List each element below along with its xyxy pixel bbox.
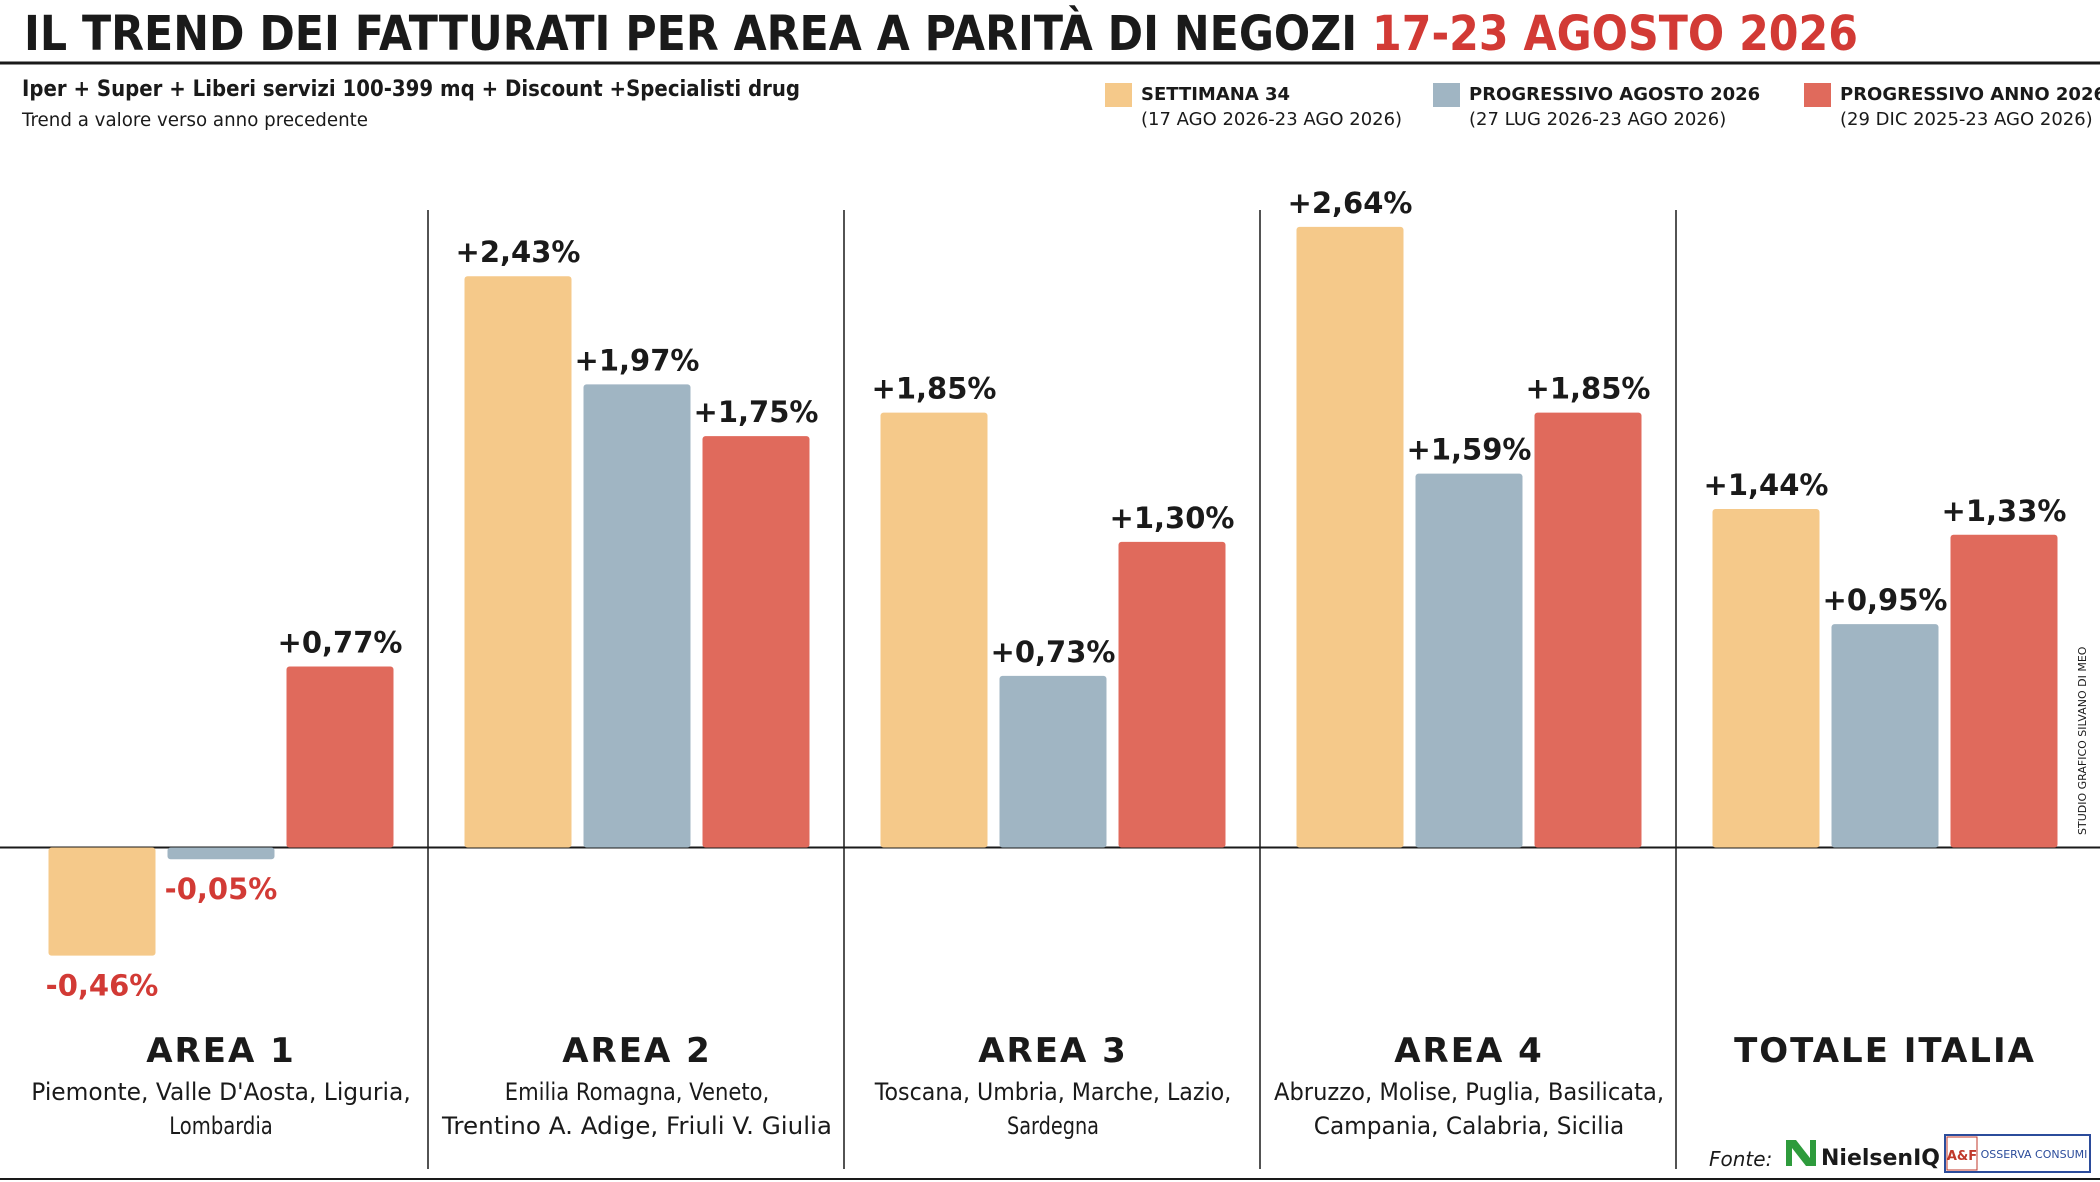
category-label: TOTALE ITALIA (1734, 1031, 2036, 1071)
category-label: AREA 4 (1394, 1031, 1544, 1071)
value-label: -0,05% (165, 872, 278, 906)
source-nielsen: NielsenIQ (1821, 1146, 1940, 1171)
bar (464, 276, 572, 848)
legend-swatch (1433, 83, 1460, 107)
region-label: Abruzzo, Molise, Puglia, Basilicata, (1274, 1078, 1664, 1106)
bar (167, 847, 275, 860)
value-label: +2,64% (1288, 186, 1413, 220)
bar (1831, 624, 1939, 848)
bar (1950, 534, 2058, 848)
region-label: Trentino A. Adige, Friuli V. Giulia (441, 1112, 832, 1140)
value-label: +1,85% (1526, 372, 1651, 406)
legend-period: (27 LUG 2026-23 AGO 2026) (1469, 109, 1726, 130)
value-label: +1,44% (1704, 468, 1829, 502)
chart-title: IL TREND DEI FATTURATI PER AREA A PARITÀ… (24, 5, 1858, 62)
subtitle-2: Trend a valore verso anno precedente (21, 109, 368, 131)
legend-label: PROGRESSIVO AGOSTO 2026 (1469, 84, 1760, 105)
source-af: A&F (1947, 1149, 1977, 1164)
credit: STUDIO GRAFICO SILVANO DI MEO (2076, 646, 2089, 835)
region-label: Sardegna (1007, 1112, 1099, 1140)
region-label: Piemonte, Valle D'Aosta, Liguria, (31, 1078, 411, 1106)
value-label: +1,85% (872, 372, 997, 406)
category-label: AREA 1 (146, 1031, 296, 1071)
af-mark (1946, 1136, 1978, 1171)
title-highlight: 17-23 AGOSTO 2026 (1372, 6, 1858, 62)
region-label: Emilia Romagna, Veneto, (505, 1078, 770, 1106)
value-label: +2,43% (456, 235, 581, 269)
source-label: Fonte: (1709, 1147, 1772, 1171)
title-main: IL TREND DEI FATTURATI PER AREA A PARITÀ… (24, 5, 1357, 62)
legend-swatch (1804, 83, 1831, 107)
legend-swatch (1105, 83, 1132, 107)
category-label: AREA 2 (562, 1031, 712, 1071)
bar (999, 675, 1107, 848)
value-label: +1,33% (1942, 494, 2067, 528)
legend-period: (17 AGO 2026-23 AGO 2026) (1141, 109, 1402, 130)
value-label: +0,77% (278, 625, 403, 659)
category-label: AREA 3 (978, 1031, 1128, 1071)
value-label: +1,97% (575, 343, 700, 377)
value-label: +0,73% (991, 635, 1116, 669)
bar (1712, 508, 1820, 848)
source-osserva: OSSERVA CONSUMI (1981, 1148, 2088, 1161)
nielsen-logo (1786, 1140, 1816, 1166)
bar (1118, 541, 1226, 848)
bar (1296, 226, 1404, 848)
region-label: Toscana, Umbria, Marche, Lazio, (874, 1078, 1231, 1106)
bar (583, 384, 691, 848)
value-label: -0,46% (46, 969, 159, 1003)
bar (880, 412, 988, 848)
subtitle: Iper + Super + Liberi servizi 100-399 mq… (22, 77, 800, 102)
value-label: +1,30% (1110, 501, 1235, 535)
bar (286, 666, 394, 848)
bar (702, 436, 810, 848)
bar (1534, 412, 1642, 848)
legend-label: PROGRESSIVO ANNO 2026 (1840, 84, 2100, 105)
value-label: +1,59% (1407, 433, 1532, 467)
value-label: +1,75% (694, 395, 819, 429)
value-label: +0,95% (1823, 583, 1948, 617)
region-label: Campania, Calabria, Sicilia (1314, 1112, 1625, 1140)
bar (1415, 473, 1523, 848)
legend-period: (29 DIC 2025-23 AGO 2026) (1840, 109, 2093, 130)
legend-label: SETTIMANA 34 (1141, 84, 1290, 105)
bar (48, 847, 156, 956)
region-label: Lombardia (169, 1112, 273, 1140)
